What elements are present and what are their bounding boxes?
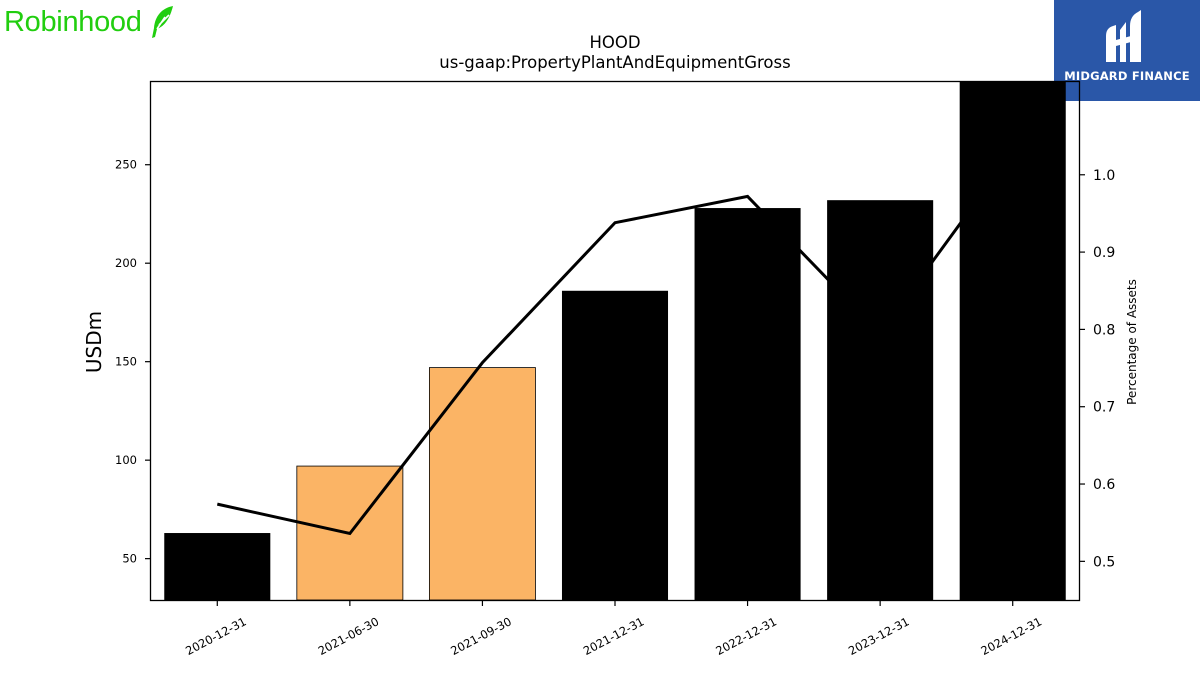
- x-tick-label: 2024-12-31: [979, 614, 1045, 658]
- x-tick-label: 2020-12-31: [183, 614, 249, 658]
- chart-subtitle: us-gaap:PropertyPlantAndEquipmentGross: [439, 53, 790, 72]
- y2-tick-label: 0.9: [1093, 245, 1115, 261]
- y-tick-label: 250: [115, 158, 137, 172]
- bar: [164, 533, 271, 600]
- midgard-emblem-icon: [1106, 10, 1141, 62]
- bar-series: [164, 82, 1066, 601]
- y-axis-left: 50 100 150 200 250: [115, 158, 151, 566]
- y2-tick-label: 0.8: [1093, 322, 1115, 338]
- chart-title: HOOD: [589, 33, 640, 52]
- x-tick-label: 2021-09-30: [448, 614, 514, 658]
- x-tick-label: 2023-12-31: [846, 614, 912, 658]
- y2-axis-label: Percentage of Assets: [1125, 279, 1139, 405]
- bar: [561, 290, 669, 600]
- robinhood-logo: Robinhood: [4, 2, 176, 42]
- x-axis: 2020-12-31 2021-06-30 2021-09-30 2021-12-31…: [183, 600, 1044, 658]
- y-axis-label: USDm: [82, 311, 106, 373]
- line-path: [216, 150, 1014, 536]
- y-tick-label: 150: [115, 355, 137, 369]
- line-series: [216, 150, 1014, 536]
- y2-tick-label: 0.6: [1093, 477, 1115, 493]
- bar: [428, 367, 536, 601]
- bar: [827, 200, 934, 600]
- y2-tick-label: 0.5: [1093, 554, 1115, 570]
- midgard-finance-name: MIDGARD FINANCE: [1064, 69, 1190, 83]
- y-tick-label: 50: [122, 552, 137, 566]
- x-tick-label: 2021-06-30: [316, 614, 382, 658]
- brand-name: Robinhood: [4, 5, 142, 38]
- midgard-finance-logo: MIDGARD FINANCE: [1054, 0, 1200, 101]
- bar: [694, 208, 801, 601]
- x-tick-label: 2022-12-31: [713, 614, 779, 658]
- feather-icon: [151, 6, 173, 38]
- y2-tick-label: 0.7: [1093, 400, 1115, 416]
- y-tick-label: 100: [115, 453, 137, 467]
- y2-tick-label: 1.0: [1093, 168, 1115, 184]
- y-axis-right: 0.5 0.6 0.7 0.8 0.9 1.0: [1079, 168, 1115, 570]
- y-tick-label: 200: [115, 256, 137, 270]
- bar: [959, 82, 1066, 600]
- x-tick-label: 2021-12-31: [581, 614, 647, 658]
